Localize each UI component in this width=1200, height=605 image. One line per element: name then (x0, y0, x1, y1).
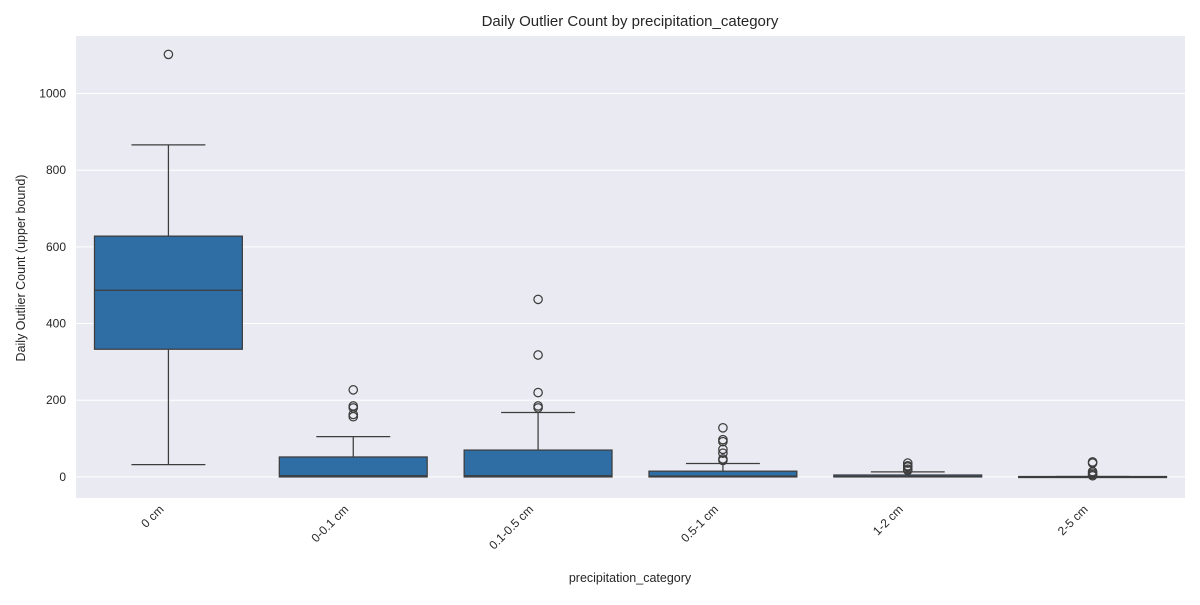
outlier-point (902, 460, 913, 471)
outlier-point (718, 423, 728, 433)
outlier-point (533, 350, 543, 360)
box-layer (93, 49, 1168, 481)
outlier-point (718, 444, 728, 455)
plot-area (76, 36, 1185, 498)
y-axis-label: Daily Outlier Count (upper bound) (14, 175, 28, 362)
outlier-point (348, 401, 359, 411)
y-tick-label: 1000 (39, 87, 66, 101)
outlier-point (718, 448, 728, 458)
chart-title: Daily Outlier Count by precipitation_cat… (482, 13, 779, 30)
x-axis-label: precipitation_category (569, 571, 692, 585)
box-iqr (93, 235, 243, 350)
outlier-point (718, 454, 728, 464)
y-tick-label: 800 (46, 163, 66, 177)
y-tick-label: 600 (46, 240, 66, 254)
y-tick-label: 400 (46, 317, 66, 331)
y-tick-label: 0 (59, 470, 66, 484)
outlier-point (902, 458, 913, 468)
outlier-point (348, 385, 359, 395)
outlier-point (718, 434, 728, 445)
box-iqr (463, 449, 613, 478)
outlier-point (533, 401, 543, 411)
outlier-point (163, 49, 174, 60)
box-iqr (648, 470, 798, 478)
box-iqr (278, 456, 428, 478)
outlier-point (533, 294, 543, 305)
outlier-point (1087, 457, 1098, 467)
y-tick-label: 200 (46, 393, 66, 407)
outlier-point (533, 387, 543, 398)
grid-layer (76, 93, 1185, 478)
